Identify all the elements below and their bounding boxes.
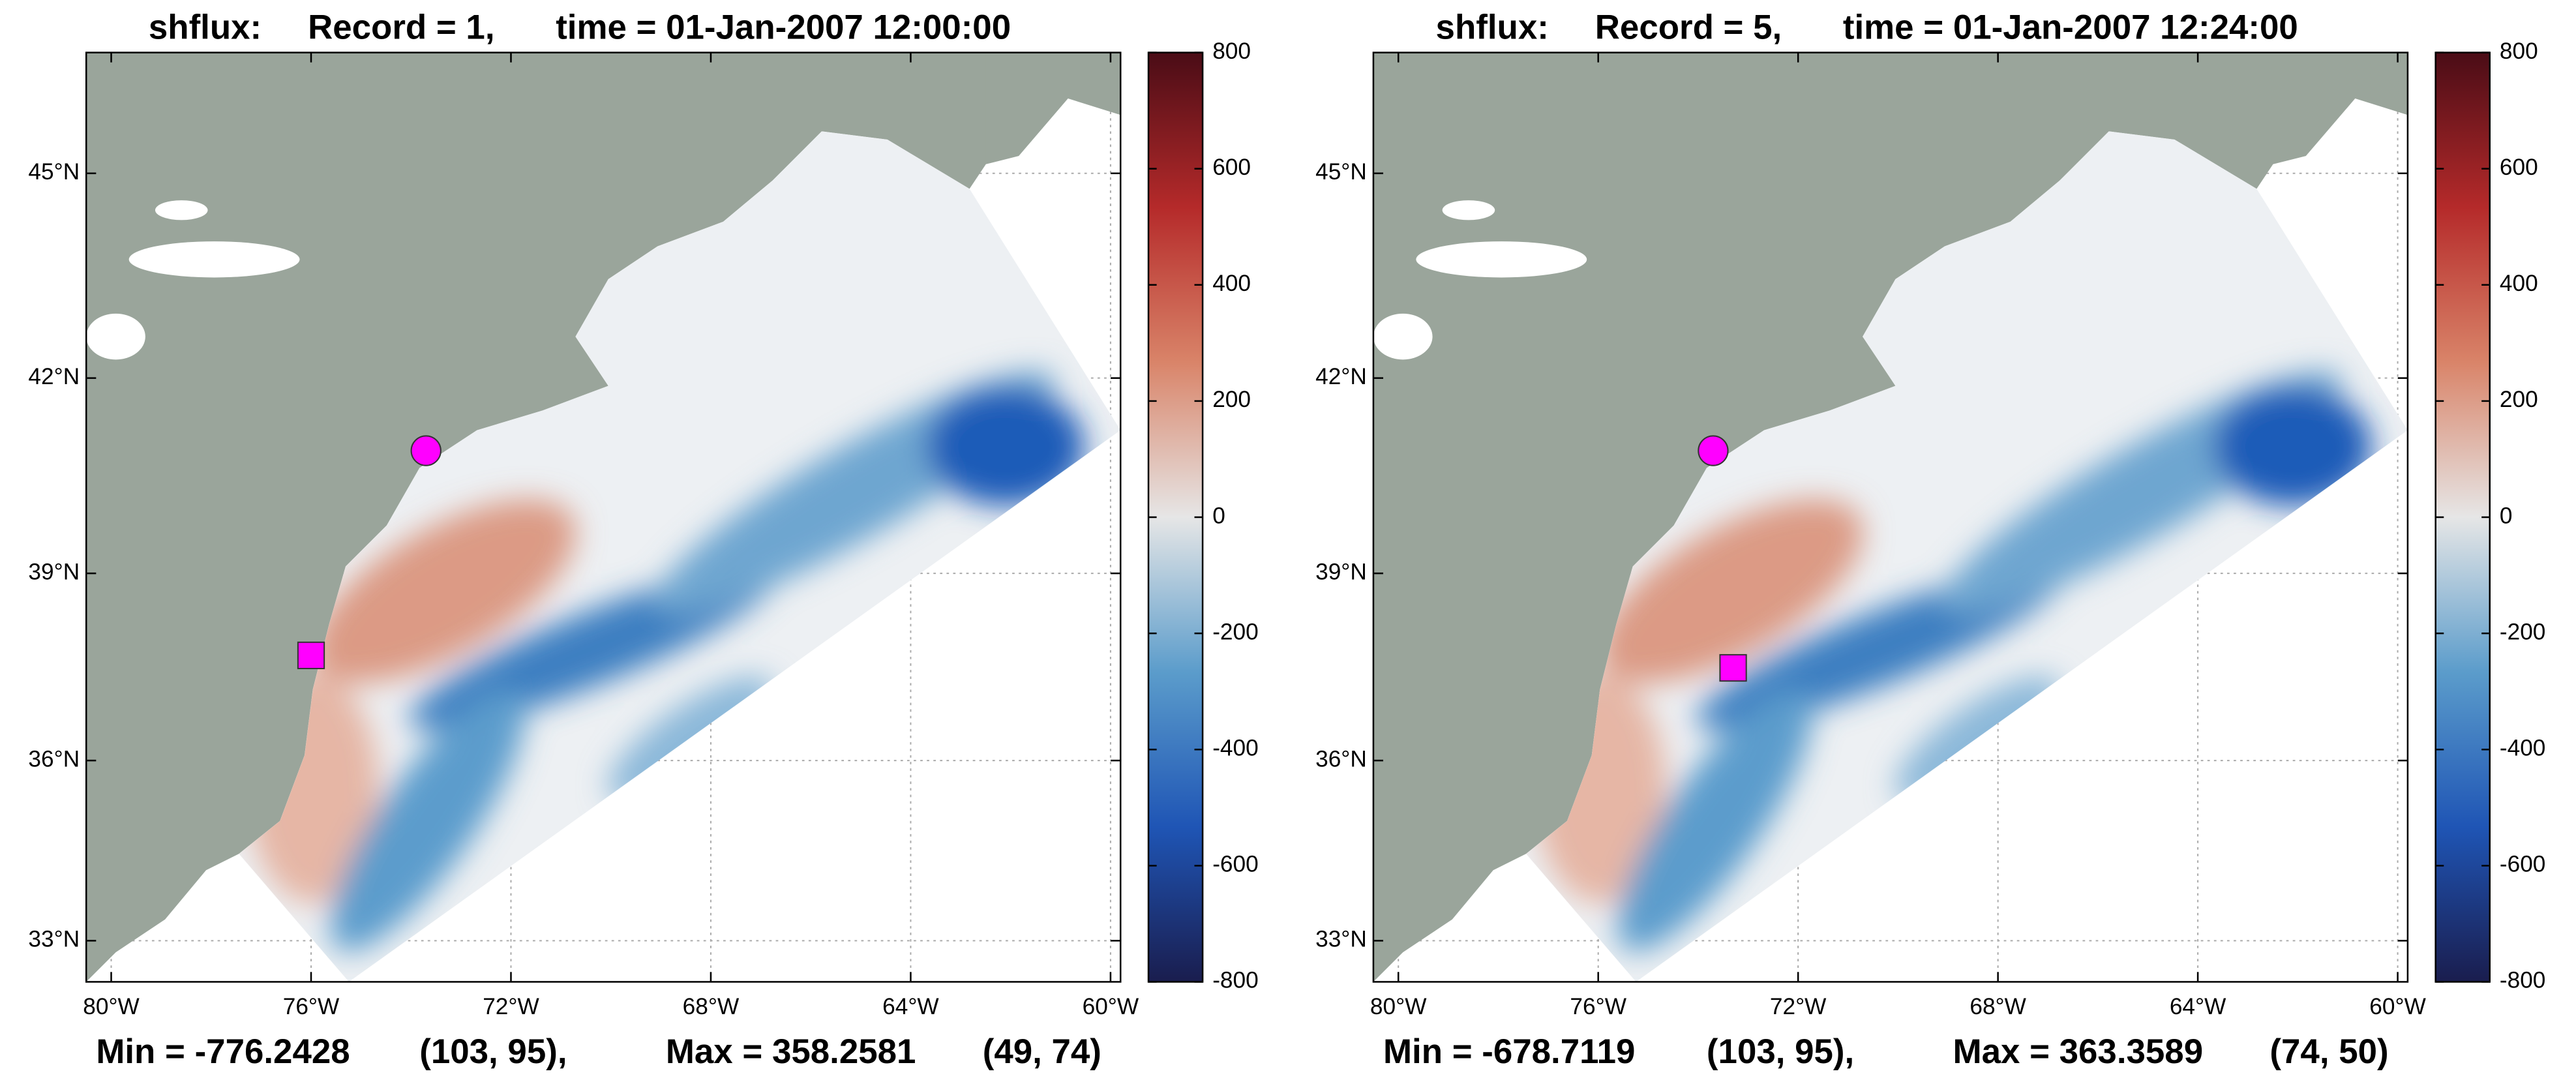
footer-max-index: (74, 50) <box>2269 1032 2388 1071</box>
y-tick-label: 39°N <box>1315 559 1367 584</box>
title-record: Record = 5, <box>1595 8 1782 46</box>
x-tick-label: 60°W <box>1083 994 1139 1019</box>
colorbar-label: -800 <box>2500 968 2546 993</box>
footer-min: Min = -678.7119 <box>1383 1032 1635 1071</box>
y-tick-label: 42°N <box>28 364 80 389</box>
x-tick-label: 72°W <box>1770 994 1827 1019</box>
colorbar-label: 400 <box>1212 271 1251 296</box>
x-tick-label: 68°W <box>1969 994 2026 1019</box>
footer-max: Max = 358.2581 <box>666 1032 916 1071</box>
y-tick-label: 45°N <box>28 159 80 185</box>
x-tick-label: 64°W <box>882 994 939 1019</box>
colorbar-label: 200 <box>2500 387 2538 412</box>
y-tick-label: 39°N <box>28 559 80 584</box>
station-marker <box>297 641 325 670</box>
y-tick-label: 36°N <box>28 746 80 772</box>
x-tick-label: 80°W <box>1370 994 1427 1019</box>
map-panel: 80°W 76°W 72°W 68°W 64°W 60°W 33°N 36°N 39°N 42°N… <box>1315 8 2545 1071</box>
colorbar <box>1147 52 1204 983</box>
x-tick-label: 68°W <box>683 994 740 1019</box>
x-tick-label: 76°W <box>283 994 340 1019</box>
colorbar-label: -200 <box>2500 619 2546 644</box>
colorbar-label: -600 <box>2500 852 2546 877</box>
colorbar-label: 600 <box>1212 155 1251 180</box>
colorbar-label: -600 <box>1212 852 1259 877</box>
title-time: time = 01-Jan-2007 12:24:00 <box>1843 8 2298 46</box>
y-tick-label: 33°N <box>28 927 80 952</box>
colorbar-label: -400 <box>2500 736 2546 761</box>
footer-max-index: (49, 74) <box>983 1032 1101 1071</box>
footer-max: Max = 363.3589 <box>1953 1032 2204 1071</box>
footer-min-index: (103, 95), <box>1707 1032 1854 1071</box>
colorbar-label: 0 <box>2500 503 2513 528</box>
x-tick-label: 72°W <box>483 994 539 1019</box>
map-frame <box>85 52 1122 983</box>
title-variable: shflux: <box>1436 8 1549 46</box>
colorbar <box>2434 52 2491 983</box>
y-tick-label: 36°N <box>1315 746 1367 772</box>
x-tick-label: 64°W <box>2170 994 2226 1019</box>
footer-min-index: (103, 95), <box>419 1032 567 1071</box>
footer-min: Min = -776.2428 <box>96 1032 350 1071</box>
colorbar-label: 600 <box>2500 155 2538 180</box>
station-marker <box>1698 435 1729 466</box>
station-marker <box>410 435 442 466</box>
colorbar-label: 0 <box>1212 503 1225 528</box>
title-variable: shflux: <box>149 8 262 46</box>
map-panel: 80°W 76°W 72°W 68°W 64°W 60°W 33°N 36°N 39°N 42°N… <box>28 8 1258 1071</box>
x-tick-label: 60°W <box>2369 994 2426 1019</box>
colorbar-label: -800 <box>1212 968 1259 993</box>
station-marker <box>1719 654 1747 682</box>
y-tick-label: 45°N <box>1315 159 1367 185</box>
colorbar-label: 800 <box>1212 38 1251 64</box>
colorbar-label: 200 <box>1212 387 1251 412</box>
y-tick-label: 42°N <box>1315 364 1367 389</box>
x-tick-label: 76°W <box>1570 994 1626 1019</box>
colorbar-label: 400 <box>2500 271 2538 296</box>
y-tick-label: 33°N <box>1315 927 1367 952</box>
colorbar-label: -200 <box>1212 619 1259 644</box>
colorbar-label: -400 <box>1212 736 1259 761</box>
title-record: Record = 1, <box>308 8 494 46</box>
title-time: time = 01-Jan-2007 12:00:00 <box>556 8 1011 46</box>
x-tick-label: 80°W <box>83 994 140 1019</box>
colorbar-label: 800 <box>2500 38 2538 64</box>
map-frame <box>1372 52 2409 983</box>
